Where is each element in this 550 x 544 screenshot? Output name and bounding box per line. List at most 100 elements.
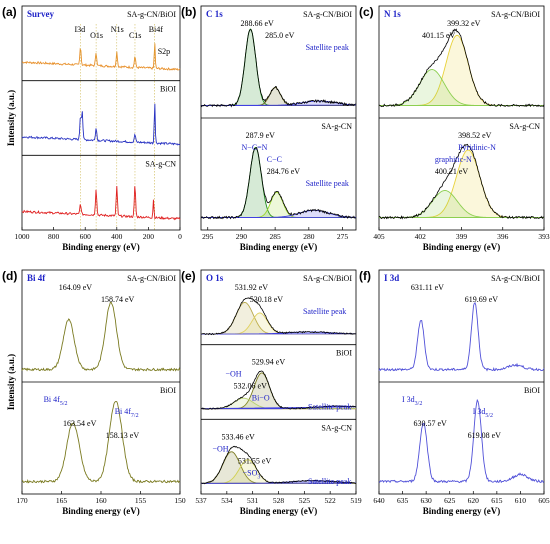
peak-label: C1s [129, 31, 141, 40]
peak-annotation: 400.21 eV [435, 167, 469, 176]
spectrum-line [378, 398, 545, 484]
peak-annotation: 164.09 eV [59, 283, 93, 292]
panel-f: (f) I 3d SA-g-CN/BiOI 631.11 eV 619.69 eV BiO… [359, 269, 550, 516]
x-tick-label: 399 [456, 232, 468, 241]
panel-label: (e) [181, 269, 196, 283]
sample-label: SA-g-CN/BiOI [303, 10, 352, 19]
peak-annotation: 630.57 eV [413, 419, 447, 428]
sample-label: SA-g-CN/BiOI [303, 274, 352, 283]
spectrum-envelope [200, 147, 357, 220]
peak-annotation: 285.0 eV [265, 31, 295, 40]
peak-label: O1s [90, 31, 103, 40]
x-tick-label: 402 [415, 232, 427, 241]
annotation-subscript: 5/2 [485, 413, 493, 419]
peak-label: I3d [74, 25, 85, 34]
peak-annotation: Bi−O [252, 394, 270, 403]
panel-label: (a) [2, 5, 17, 19]
peak-annotation: 619.08 eV [468, 431, 502, 440]
peak-annotation: I 3d5/2 [473, 407, 493, 419]
spectrum-line [378, 301, 545, 372]
peak-annotation: N−C=N [242, 143, 268, 152]
spectrum-envelope [200, 29, 357, 108]
spectrum-envelope [200, 297, 357, 336]
panel-d: (d) Bi 4f SA-g-CN/BiOI 164.09 eV 158.74 eV Bi… [2, 269, 186, 516]
panel-title: O 1s [206, 273, 224, 283]
peak-annotation: 287.9 eV [246, 131, 276, 140]
annotation-subscript: 3 [257, 474, 260, 480]
spectrum-line [21, 400, 181, 484]
x-axis-label: Binding energy (eV) [62, 242, 140, 252]
x-tick-label: 534 [221, 496, 233, 505]
panel-title: N 1s [384, 9, 401, 19]
x-axis-label: Binding energy (eV) [62, 506, 140, 516]
annotation-subscript: 5/2 [60, 401, 68, 407]
sample-label: SA-g-CN [509, 122, 540, 131]
x-tick-label: 0 [178, 232, 182, 241]
peak-annotation: 288.66 eV [240, 19, 274, 28]
x-tick-label: 800 [48, 232, 60, 241]
x-tick-label: 522 [325, 496, 337, 505]
panel-title: I 3d [384, 273, 399, 283]
panel-label: (c) [359, 5, 374, 19]
peak-annotation: Satellite peak [303, 307, 346, 316]
x-tick-label: 150 [174, 496, 186, 505]
x-tick-label: 290 [236, 232, 248, 241]
spectrum-line [21, 103, 181, 146]
panel-c: (c) N 1s SA-g-CN/BiOI 399.32 eV 401.15 eV SA-… [359, 5, 550, 252]
peak-annotation: C−C [267, 155, 282, 164]
peak-label: S2p [158, 47, 170, 56]
panel-label: (d) [2, 269, 17, 283]
annotation-subscript: 7/2 [131, 413, 139, 419]
peak-annotation: 631.11 eV [411, 283, 444, 292]
sample-label: SA-g-CN [145, 159, 176, 168]
panel-label: (b) [181, 5, 196, 19]
peak-annotation: I 3d3/2 [402, 395, 422, 407]
x-tick-label: 400 [111, 232, 123, 241]
x-tick-label: 275 [337, 232, 349, 241]
x-axis-label: Binding energy (eV) [240, 242, 318, 252]
panel-title: Bi 4f [27, 273, 46, 283]
peak-annotation: −OH [213, 444, 229, 453]
sample-label: SA-g-CN [321, 122, 352, 131]
spectrum-envelope [378, 143, 545, 220]
peak-annotation: Bi 4f7/2 [115, 407, 139, 419]
sample-label: SA-g-CN/BiOI [491, 10, 540, 19]
sample-label: SA-g-CN [321, 423, 352, 432]
peak-label: N1s [111, 25, 124, 34]
peak-annotation: Bi 4f5/2 [44, 395, 68, 407]
x-tick-label: 531 [247, 496, 259, 505]
peak-annotation: 619.69 eV [465, 295, 499, 304]
peak-annotation: Satellite peak [306, 179, 349, 188]
peak-annotation: 284.76 eV [267, 167, 301, 176]
annotation-subscript: 3/2 [415, 401, 423, 407]
x-tick-label: 600 [80, 232, 92, 241]
x-tick-label: 280 [303, 232, 315, 241]
x-axis-label: Binding energy (eV) [423, 242, 501, 252]
sample-label: BiOI [336, 349, 352, 358]
peak-annotation: −OH [225, 370, 241, 379]
x-tick-label: 620 [468, 496, 480, 505]
x-tick-label: 285 [270, 232, 282, 241]
sample-label: SA-g-CN/BiOI [491, 274, 540, 283]
peak-annotation: 398.52 eV [458, 131, 492, 140]
spectrum-envelope [378, 28, 545, 108]
x-tick-label: 200 [143, 232, 155, 241]
sample-label: SA-g-CN/BiOI [127, 274, 176, 283]
peak-annotation: 529.94 eV [252, 358, 286, 367]
x-tick-label: 537 [195, 496, 207, 505]
spectrum-line [21, 43, 181, 71]
panel-b: (b) C 1s SA-g-CN/BiOI 288.66 eV 285.0 eV Sate… [181, 5, 357, 252]
sample-label: BiOI [160, 386, 176, 395]
peak-annotation: Satellite peak [308, 477, 351, 486]
spectrum-envelope [200, 445, 357, 485]
x-tick-label: 295 [202, 232, 214, 241]
peak-label: Bi4f [149, 25, 164, 34]
panel-label: (f) [359, 269, 371, 283]
x-tick-label: 1000 [15, 232, 30, 241]
x-tick-label: 525 [299, 496, 311, 505]
x-tick-label: 635 [397, 496, 409, 505]
x-tick-label: 630 [421, 496, 433, 505]
peak-annotation: 158.13 eV [106, 431, 140, 440]
